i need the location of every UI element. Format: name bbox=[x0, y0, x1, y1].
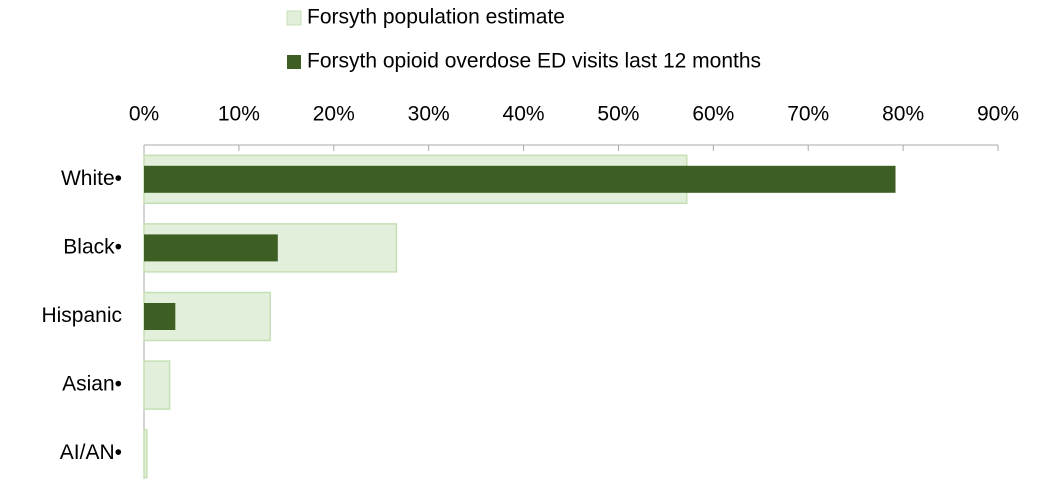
bar bbox=[144, 303, 176, 330]
x-tick-label: 0% bbox=[129, 103, 159, 126]
x-tick-label: 20% bbox=[313, 103, 355, 126]
y-tick-label: White• bbox=[61, 167, 122, 190]
y-tick-label: Hispanic bbox=[41, 304, 122, 327]
x-tick-label: 50% bbox=[597, 103, 639, 126]
legend-swatch bbox=[287, 55, 301, 69]
y-tick-label: Asian• bbox=[62, 373, 122, 396]
y-tick-label: AI/AN• bbox=[60, 441, 122, 464]
x-tick-label: 90% bbox=[977, 103, 1019, 126]
bar bbox=[143, 360, 171, 410]
legend-label: Forsyth opioid overdose ED visits last 1… bbox=[307, 50, 761, 73]
x-tick-label: 80% bbox=[882, 103, 924, 126]
x-tick-label: 70% bbox=[787, 103, 829, 126]
legend-swatch bbox=[286, 10, 302, 26]
y-tick-label: Black• bbox=[63, 235, 122, 258]
bar bbox=[144, 165, 896, 193]
bar bbox=[144, 234, 278, 262]
x-tick-label: 10% bbox=[218, 103, 260, 126]
bar bbox=[143, 428, 148, 479]
x-tick-label: 60% bbox=[692, 103, 734, 126]
legend-label: Forsyth population estimate bbox=[307, 6, 565, 29]
x-tick-label: 40% bbox=[503, 103, 545, 126]
x-tick-label: 30% bbox=[408, 103, 450, 126]
